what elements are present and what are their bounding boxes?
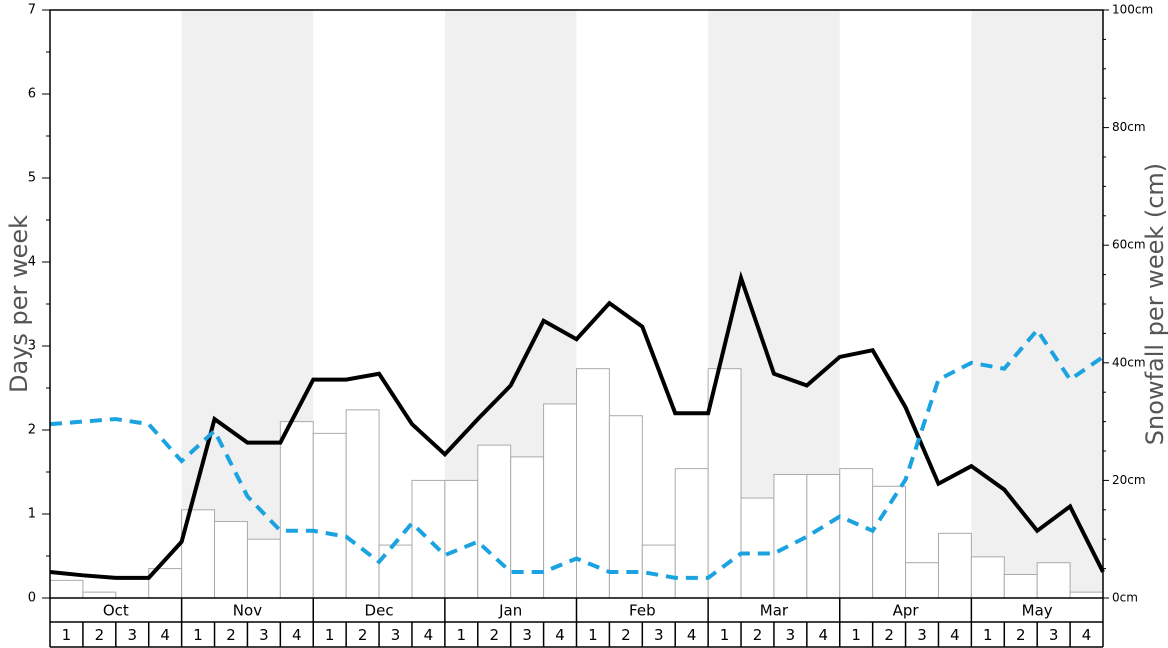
snowfall-bar-11 <box>378 544 413 599</box>
week-label: 2 <box>621 626 631 644</box>
snowfall-bar-13 <box>444 479 479 599</box>
month-week-axis: Oct 1 2 3 4 Nov 1 2 3 4 Dec 1 2 3 4 Jan 1 2 3 4 Feb 1 2 3 4 Mar 1 2… <box>49 598 1104 648</box>
week-label: 1 <box>193 626 203 644</box>
left-tick-label: 1 <box>28 507 36 522</box>
left-tick-label: 0 <box>28 591 36 606</box>
month-label-nov: Nov <box>233 602 262 620</box>
snowfall-bar-15 <box>510 456 545 599</box>
week-label: 1 <box>851 626 861 644</box>
snowfall-bar-17 <box>576 368 610 599</box>
right-tick-label: 100cm <box>1112 3 1153 17</box>
month-label-may: May <box>1022 602 1053 620</box>
snowfall-bar-22 <box>740 497 775 599</box>
week-label: 4 <box>819 626 829 644</box>
week-label: 2 <box>753 626 763 644</box>
week-label: 4 <box>950 626 960 644</box>
week-label: 1 <box>588 626 598 644</box>
left-tick-label: 7 <box>28 3 36 18</box>
week-label: 2 <box>489 626 499 644</box>
week-label: 3 <box>127 626 137 644</box>
month-shading <box>181 10 1103 598</box>
week-label: 1 <box>983 626 993 644</box>
month-label-mar: Mar <box>760 602 789 620</box>
left-tick-label: 4 <box>28 255 36 270</box>
right-tick-label: 40cm <box>1112 355 1146 369</box>
snowfall-bar-26 <box>872 485 907 599</box>
right-tick-label: 60cm <box>1112 238 1146 252</box>
month-label-apr: Apr <box>893 602 920 620</box>
week-label: 3 <box>259 626 269 644</box>
right-tick-label: 20cm <box>1112 473 1146 487</box>
snowfall-bar-24 <box>806 474 841 599</box>
week-label: 3 <box>391 626 401 644</box>
right-axis-ticks: 0cm 20cm 40cm 60cm 80cm 100cm <box>1103 3 1153 605</box>
left-tick-label: 2 <box>28 423 36 438</box>
left-tick-label: 3 <box>28 339 36 354</box>
week-label: 1 <box>62 626 72 644</box>
snowfall-bar-16 <box>543 403 577 599</box>
right-tick-label: 80cm <box>1112 120 1146 134</box>
snowfall-bar-6 <box>214 521 248 599</box>
week-label: 4 <box>687 626 697 644</box>
month-label-jan: Jan <box>498 602 522 620</box>
snowfall-bar-1 <box>49 579 84 599</box>
week-label: 4 <box>424 626 434 644</box>
week-label: 2 <box>226 626 236 644</box>
left-axis-ticks: 0 1 2 3 4 5 6 7 <box>28 3 50 606</box>
week-label: 4 <box>160 626 170 644</box>
week-label: 1 <box>720 626 730 644</box>
snowfall-bar-31 <box>1036 562 1071 599</box>
snowfall-bar-14 <box>477 444 512 599</box>
week-label: 2 <box>1016 626 1026 644</box>
week-label: 3 <box>654 626 664 644</box>
week-label: 4 <box>292 626 302 644</box>
snowfall-bar-18 <box>608 415 643 599</box>
right-tick-label: 0cm <box>1112 591 1138 605</box>
snowfall-bar-27 <box>905 562 939 599</box>
solid-line-series-1 <box>49 270 1105 580</box>
month-label-feb: Feb <box>629 602 656 620</box>
left-tick-label: 5 <box>28 171 36 186</box>
week-label: 4 <box>555 626 565 644</box>
week-label: 3 <box>917 626 927 644</box>
data-lines <box>49 270 1105 580</box>
month-label-oct: Oct <box>103 602 129 620</box>
snowfall-bar-32 <box>1069 591 1104 599</box>
snowfall-bar-10 <box>345 409 380 599</box>
snowfall-bar-12 <box>411 479 446 599</box>
snowfall-bar-23 <box>773 474 808 599</box>
snowfall-bar-28 <box>937 532 972 599</box>
left-tick-label: 6 <box>28 87 36 102</box>
week-label: 1 <box>457 626 467 644</box>
week-label: 3 <box>522 626 532 644</box>
snowfall-bar-8 <box>279 421 314 599</box>
band-may <box>971 10 1103 598</box>
snowfall-bar-29 <box>970 556 1005 599</box>
right-axis-title: Snowfall per week (cm) <box>1141 163 1168 445</box>
week-label: 2 <box>95 626 105 644</box>
snowfall-bars <box>49 368 1104 599</box>
week-label: 3 <box>786 626 796 644</box>
snowfall-bar-7 <box>246 538 281 599</box>
snowfall-bar-9 <box>312 432 347 599</box>
left-axis-title: Days per week <box>5 215 33 393</box>
snowfall-bar-2 <box>82 591 117 599</box>
week-label: 2 <box>884 626 894 644</box>
snowfall-bar-21 <box>707 368 742 599</box>
snowfall-bar-30 <box>1003 573 1038 599</box>
week-label: 3 <box>1049 626 1059 644</box>
week-label: 2 <box>358 626 368 644</box>
week-label: 4 <box>1082 626 1092 644</box>
week-label: 1 <box>325 626 335 644</box>
dashed-line-series-2 <box>49 326 1105 580</box>
snowfall-bar-25 <box>839 468 874 599</box>
month-label-dec: Dec <box>365 602 394 620</box>
